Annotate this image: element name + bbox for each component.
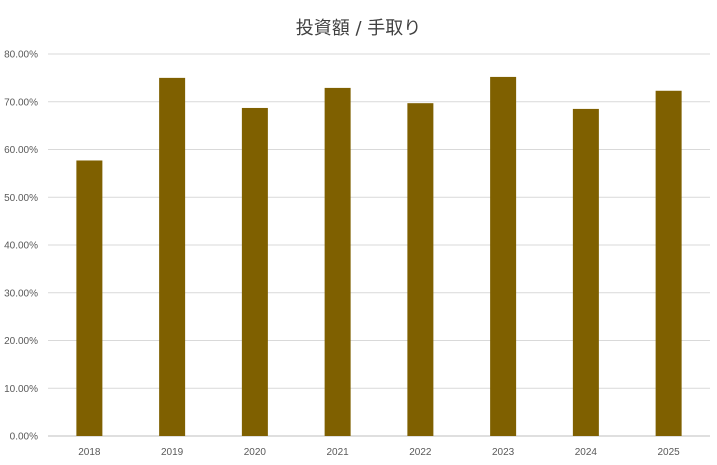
bar-2022 <box>407 103 434 437</box>
x-tick-label: 2021 <box>327 447 350 458</box>
x-tick-label: 2025 <box>658 447 681 458</box>
y-tick-label: 20.00% <box>4 336 38 347</box>
bar-2019 <box>159 77 186 436</box>
y-tick-label: 80.00% <box>4 50 38 61</box>
y-tick-label: 50.00% <box>4 193 38 204</box>
x-tick-label: 2020 <box>244 447 267 458</box>
x-tick-label: 2024 <box>575 447 598 458</box>
y-tick-label: 10.00% <box>4 384 38 395</box>
bar-2025 <box>655 90 682 436</box>
y-tick-label: 60.00% <box>4 145 38 156</box>
y-tick-label: 40.00% <box>4 241 38 252</box>
bar-2023 <box>490 76 517 437</box>
bar-2021 <box>324 87 351 436</box>
x-tick-label: 2019 <box>161 447 184 458</box>
x-tick-label: 2023 <box>492 447 515 458</box>
chart-title: 投資額 / 手取り <box>295 18 422 39</box>
x-tick-label: 2022 <box>409 447 432 458</box>
y-tick-label: 0.00% <box>10 432 38 443</box>
bar-2020 <box>241 107 268 437</box>
bar-2024 <box>572 108 599 436</box>
y-tick-label: 70.00% <box>4 97 38 108</box>
x-tick-label: 2018 <box>78 447 101 458</box>
bar-2018 <box>76 160 103 437</box>
y-tick-label: 30.00% <box>4 288 38 299</box>
